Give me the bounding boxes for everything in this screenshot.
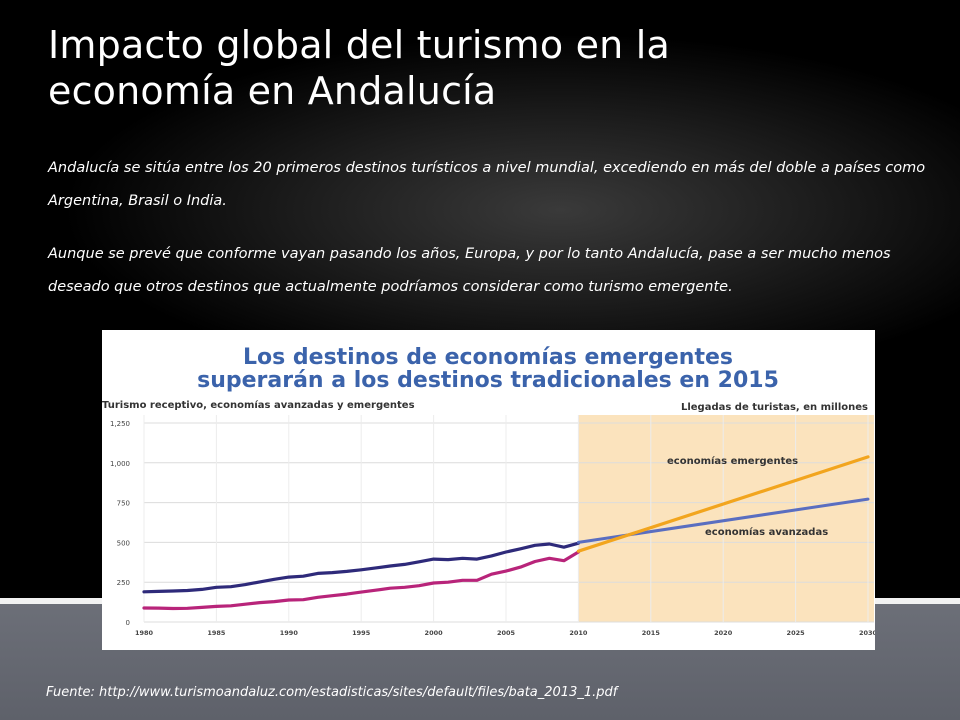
x-tick-label: 2015 — [642, 629, 661, 637]
y-tick-label: 750 — [117, 500, 130, 508]
y-tick-label: 250 — [117, 579, 130, 587]
x-tick-label: 1990 — [280, 629, 299, 637]
forecast-region — [578, 415, 874, 622]
chart-title-line1: Los destinos de economías emergentes — [243, 345, 733, 370]
x-tick-label: 2030 — [859, 629, 875, 637]
x-tick-label: 1995 — [352, 629, 371, 637]
x-tick-label: 2025 — [787, 629, 806, 637]
x-tick-label: 2010 — [569, 629, 588, 637]
annotation-advanced: economías avanzadas — [705, 526, 828, 538]
x-tick-label: 1980 — [135, 629, 154, 637]
series-emerging-forecast-line — [576, 455, 870, 553]
x-tick-label: 1985 — [207, 629, 226, 637]
chart-title-line2: superarán a los destinos tradicionales e… — [197, 368, 779, 393]
chart-subtitle-left: Turismo receptivo, economías avanzadas y… — [102, 399, 415, 411]
series-emerging-line — [142, 550, 580, 611]
y-tick-label: 1,250 — [110, 420, 130, 428]
y-tick-label: 1,000 — [110, 460, 130, 468]
slide-title: Impacto global del turismo en la economí… — [48, 22, 928, 114]
chart-svg: Los destinos de economías emergentes sup… — [102, 345, 875, 637]
slide-title-line1: Impacto global del turismo en la — [48, 23, 670, 67]
chart-subtitle-right: Llegadas de turistas, en millones — [681, 402, 868, 413]
annotation-emerging: economías emergentes — [667, 455, 798, 467]
series-advanced-line — [142, 541, 580, 594]
source-citation: Fuente: http://www.turismoandaluz.com/es… — [46, 685, 618, 700]
y-tick-label: 0 — [126, 619, 130, 627]
x-tick-label: 2000 — [425, 629, 444, 637]
tourism-chart: Los destinos de economías emergentes sup… — [102, 330, 875, 650]
x-tick-label: 2020 — [714, 629, 733, 637]
y-tick-label: 500 — [117, 539, 130, 547]
x-tick-label: 2005 — [497, 629, 516, 637]
paragraph-ranking: Andalucía se sitúa entre los 20 primeros… — [48, 160, 926, 209]
plot-area: 0 250 500 750 1,000 1,250 1980 1985 1990 1995 2000… — [110, 415, 875, 637]
paragraph-forecast: Aunque se prevé que conforme vayan pasan… — [48, 246, 891, 295]
slide-title-line2: economía en Andalucía — [48, 69, 497, 113]
